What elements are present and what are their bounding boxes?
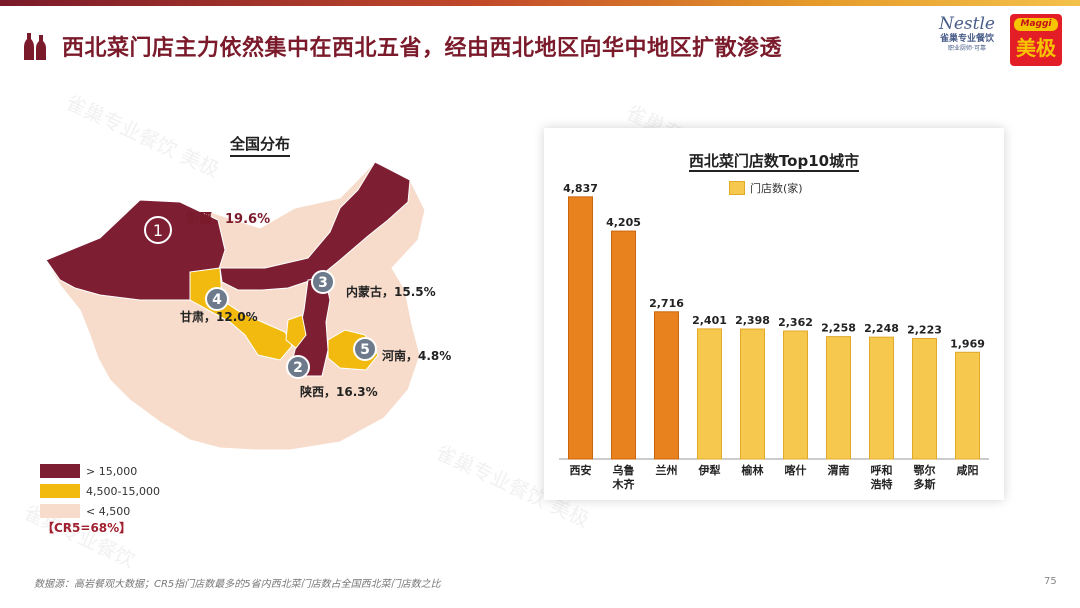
- x-tick-label-2: 兰州: [656, 463, 678, 477]
- legend-swatch-low: [40, 504, 80, 518]
- x-tick-label-4: 榆林: [742, 463, 764, 477]
- legend-swatch-mid: [40, 484, 80, 498]
- bar-2: [654, 311, 679, 460]
- bar-value-label-0: 4,837: [563, 182, 598, 195]
- bar-value-label-9: 1,969: [950, 337, 985, 350]
- x-tick-label-1: 乌鲁木齐: [612, 463, 636, 491]
- map-label-neimenggu: 内蒙古，15.5%: [346, 285, 436, 299]
- bar-value-label-2: 2,716: [649, 297, 684, 310]
- china-map: 1 2 3 4 5: [45, 161, 426, 451]
- bar-3: [697, 328, 722, 460]
- cr5-note: 【CR5=68%】: [42, 521, 132, 535]
- map-marker-2: 2: [286, 355, 310, 379]
- bar-8: [912, 338, 937, 460]
- top-accent-bar: [0, 0, 1080, 6]
- maggi-logo: Maggi 美极: [1010, 14, 1062, 66]
- x-tick-label-8: 鄂尔多斯: [914, 463, 936, 491]
- svg-text:5: 5: [360, 342, 370, 358]
- chart-legend-label: 门店数(家): [750, 182, 803, 195]
- bar-9: [955, 351, 980, 460]
- chart-panel: 西北菜门店数Top10城市 门店数(家) 4,837 西安 4,205 乌鲁木齐 2,7…: [544, 128, 1004, 500]
- bar-value-label-1: 4,205: [606, 216, 641, 229]
- bar-0: [568, 196, 593, 460]
- bar-value-label-3: 2,401: [692, 314, 727, 327]
- bar-value-label-5: 2,362: [778, 316, 813, 329]
- svg-text:3: 3: [318, 275, 328, 291]
- x-tick-label-6: 渭南: [828, 463, 850, 477]
- map-legend: > 15,000 4,500-15,000 < 4,500: [40, 462, 160, 522]
- bar-value-label-8: 2,223: [907, 324, 942, 337]
- x-tick-label-5: 喀什: [785, 463, 807, 477]
- legend-item-low: < 4,500: [40, 502, 160, 520]
- svg-text:4: 4: [212, 292, 222, 308]
- map-marker-1: 1: [144, 216, 172, 244]
- legend-item-mid: 4,500-15,000: [40, 482, 160, 500]
- bar-5: [783, 330, 808, 460]
- legend-swatch-high: [40, 464, 80, 478]
- title-area: 西北菜门店主力依然集中在西北五省，经由西北地区向华中地区扩散渗透: [22, 30, 782, 62]
- bar-4: [740, 328, 765, 460]
- legend-item-high: > 15,000: [40, 462, 160, 480]
- chart-legend: 门店数(家): [729, 180, 803, 196]
- bar-value-label-4: 2,398: [735, 314, 770, 327]
- svg-text:1: 1: [153, 221, 163, 240]
- x-tick-label-9: 咸阳: [957, 463, 979, 477]
- map-label-gansu: 甘肃，12.0%: [180, 310, 258, 324]
- page-number: 75: [1044, 576, 1057, 587]
- map-region-ningxia: [285, 314, 307, 349]
- chart-title: 西北菜门店数Top10城市: [688, 152, 860, 172]
- nestle-logo: Nestle 雀巢专业餐饮 职业厨师·可靠: [939, 14, 995, 52]
- chart-legend-swatch: [729, 181, 745, 195]
- brand-logos: Nestle 雀巢专业餐饮 职业厨师·可靠 Maggi 美极: [932, 14, 1062, 66]
- x-tick-label-7: 呼和浩特: [871, 463, 893, 491]
- wine-bottles-icon: [24, 33, 46, 60]
- bar-chart: 4,837 西安 4,205 乌鲁木齐 2,716 兰州 2,401 伊犁 2,398 榆林 2,3…: [559, 182, 989, 491]
- map-label-henan: 河南，4.8%: [382, 349, 452, 363]
- bar-value-label-6: 2,258: [821, 322, 856, 335]
- svg-text:2: 2: [293, 360, 303, 376]
- bar-value-label-7: 2,248: [864, 322, 899, 335]
- map-marker-4: 4: [205, 287, 229, 311]
- x-tick-label-3: 伊犁: [698, 463, 721, 477]
- map-marker-3: 3: [311, 270, 335, 294]
- x-tick-label-0: 西安: [570, 463, 592, 477]
- map-label-xinjiang: 新疆，19.6%: [186, 212, 271, 227]
- bar-7: [869, 336, 894, 460]
- map-marker-5: 5: [353, 337, 377, 361]
- map-label-shaanxi: 陕西，16.3%: [300, 385, 378, 399]
- data-source-note: 数据源：高岩餐观大数据；CR5指门店数最多的5省内西北菜门店数占全国西北菜门店数…: [34, 579, 441, 590]
- slide-title: 西北菜门店主力依然集中在西北五省，经由西北地区向华中地区扩散渗透: [62, 36, 783, 61]
- bar-6: [826, 336, 851, 460]
- bar-1: [611, 230, 636, 460]
- map-title: 全国分布: [230, 133, 291, 157]
- map-region-neimenggu: [219, 161, 411, 291]
